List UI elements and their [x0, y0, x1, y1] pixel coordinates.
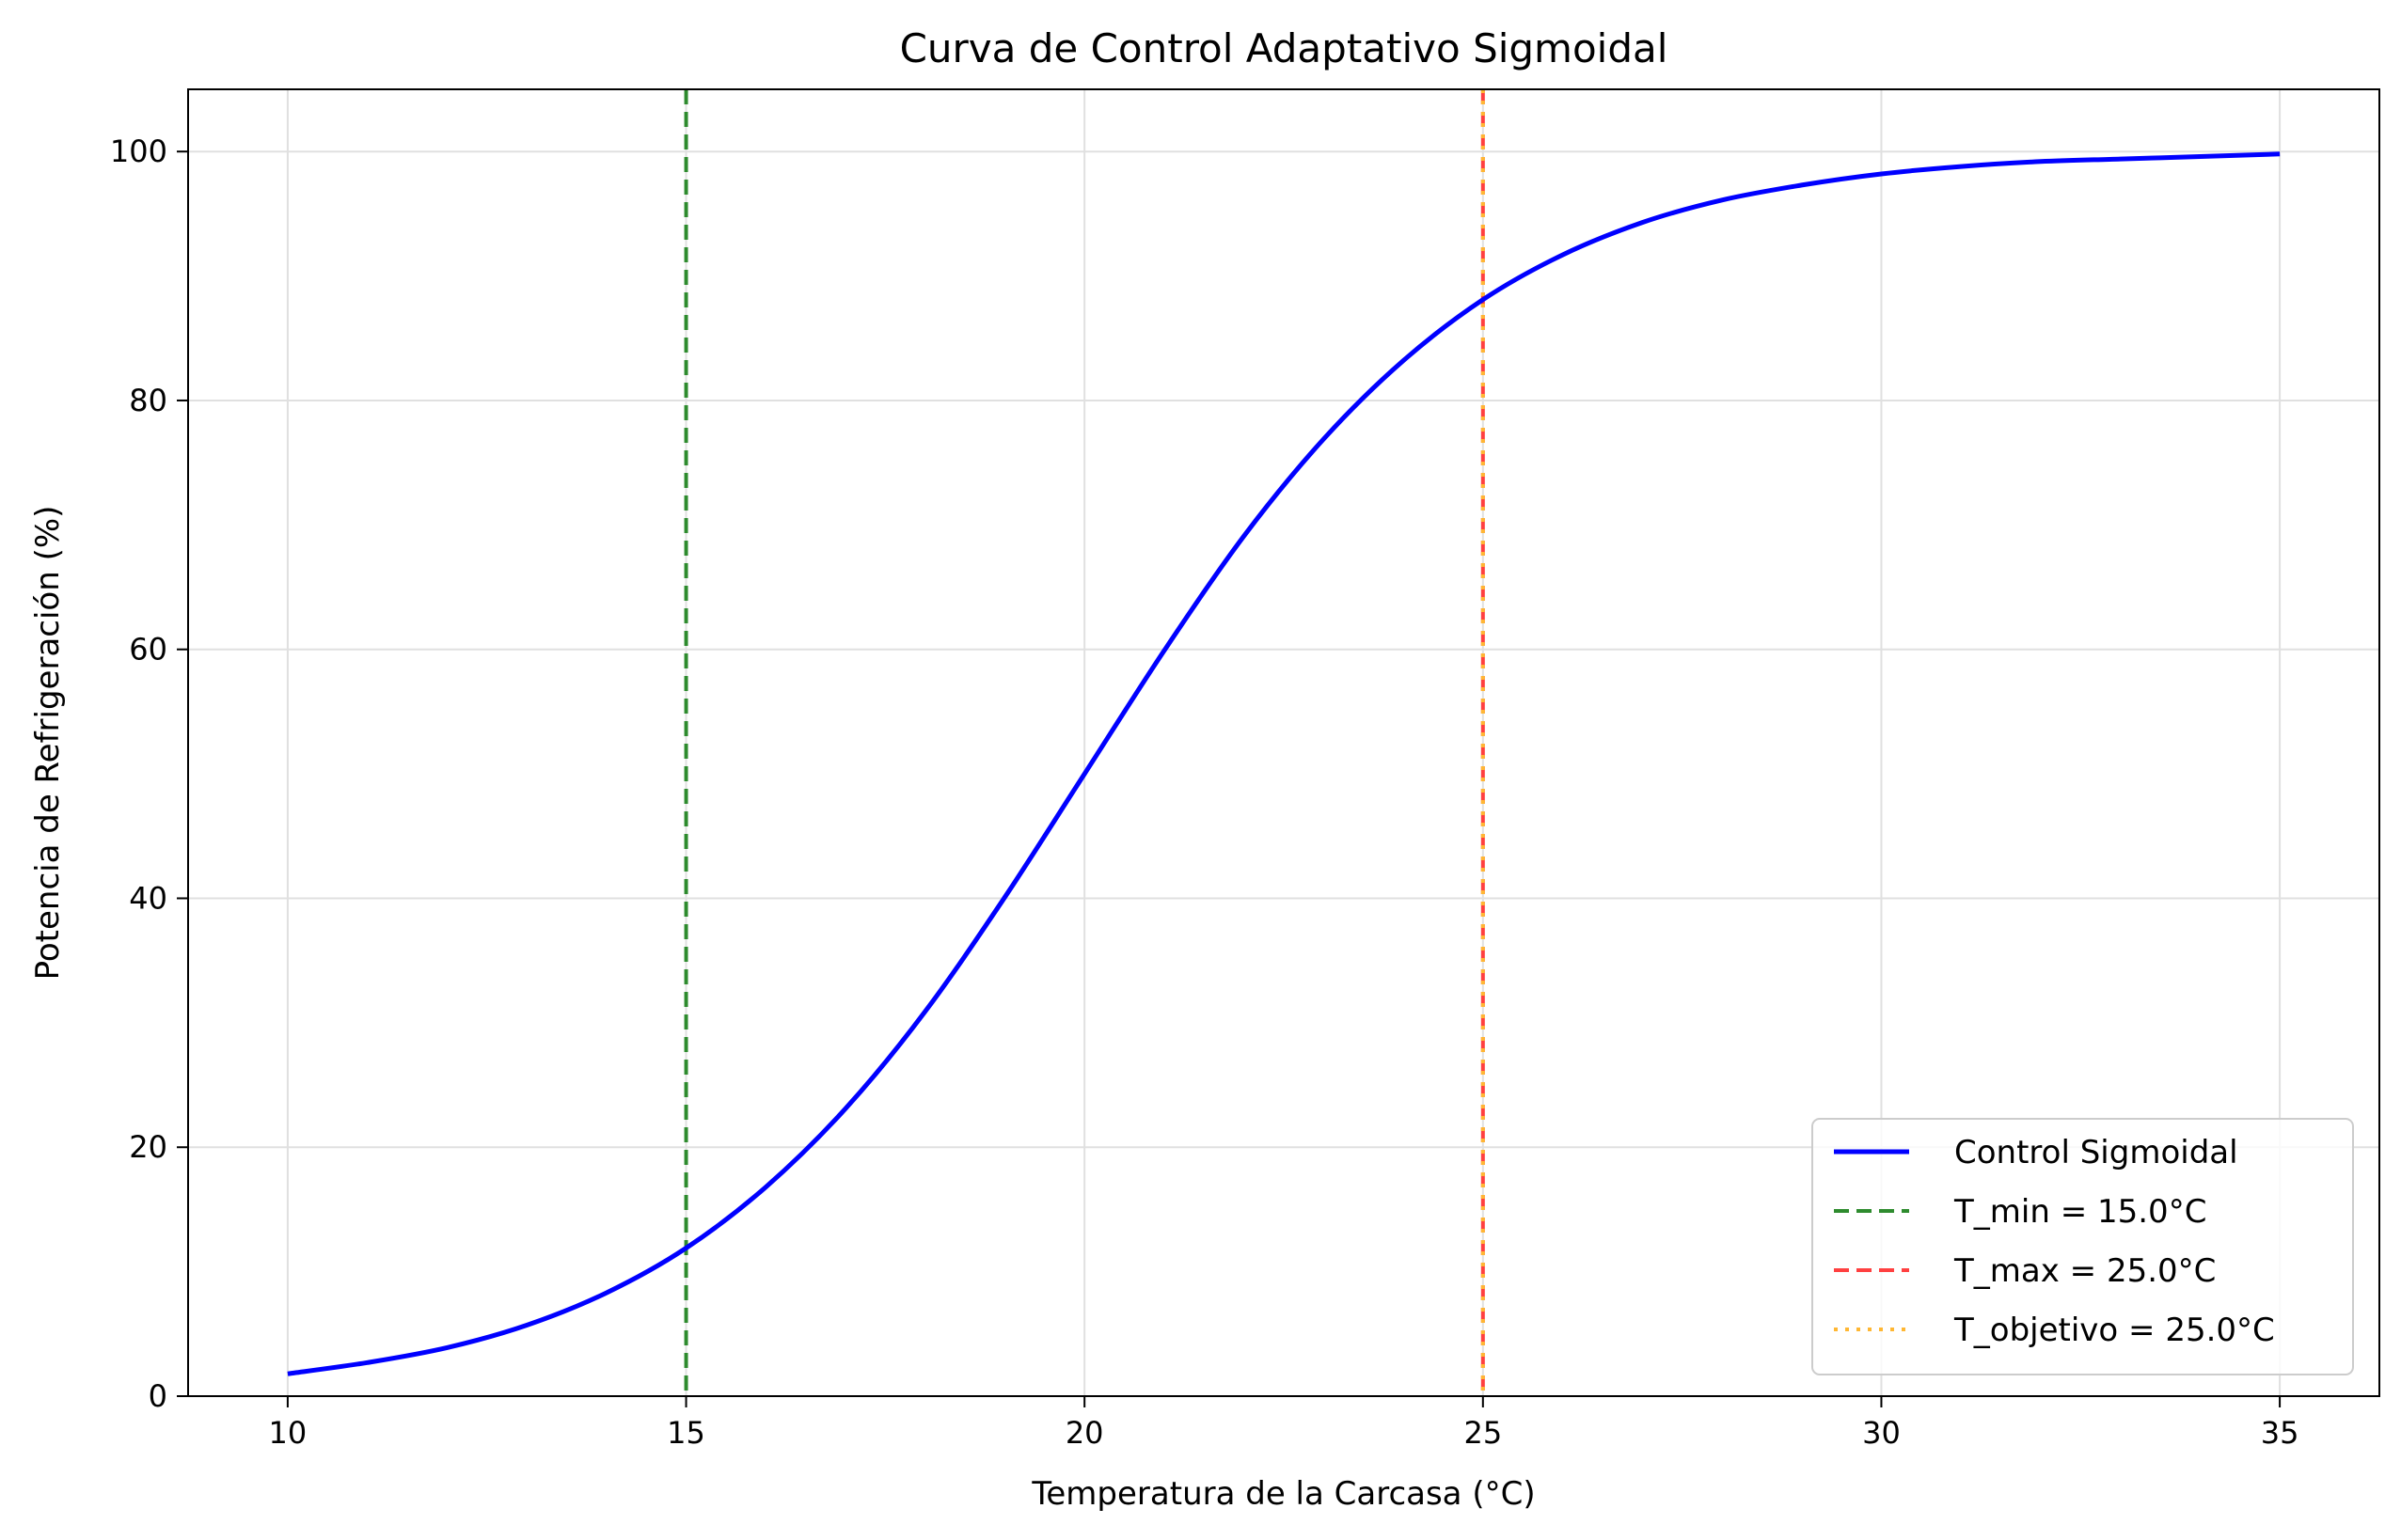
reference-lines — [684, 89, 1485, 1396]
legend-box — [1811, 1118, 2354, 1375]
x-tick-label: 20 — [1066, 1415, 1104, 1451]
legend-label-1: T_min = 15.0°C — [1953, 1193, 2206, 1231]
x-tick-label: 25 — [1463, 1415, 1502, 1451]
chart-title: Curva de Control Adaptativo Sigmoidal — [900, 25, 1668, 71]
x-tick-label: 15 — [667, 1415, 705, 1451]
y-tick-label: 0 — [149, 1378, 167, 1414]
x-tick-label: 35 — [2261, 1415, 2299, 1451]
y-tick-label: 80 — [129, 383, 167, 418]
y-tick-label: 100 — [110, 134, 167, 169]
y-axis-label: Potencia de Refrigeración (%) — [29, 506, 67, 981]
x-tick-label: 10 — [269, 1415, 308, 1451]
legend: Control Sigmoidal T_min = 15.0°C T_max = 2… — [1811, 1118, 2354, 1375]
x-axis: 10 15 20 25 30 35 — [269, 1396, 2299, 1451]
legend-label-3: T_objetivo = 25.0°C — [1953, 1312, 2275, 1349]
x-tick-label: 30 — [1862, 1415, 1901, 1451]
plot-frame — [187, 88, 2380, 1397]
y-tick-label: 60 — [129, 632, 167, 668]
y-tick-label: 40 — [129, 880, 167, 916]
y-tick-label: 20 — [129, 1129, 167, 1165]
legend-label-2: T_max = 25.0°C — [1953, 1252, 2216, 1290]
y-axis: 0 20 40 60 80 100 — [110, 134, 188, 1414]
series-line-control-sigmoidal — [287, 151, 2281, 1376]
legend-label-0: Control Sigmoidal — [1954, 1134, 2238, 1171]
x-axis-label: Temperatura de la Carcasa (°C) — [1031, 1475, 1535, 1513]
